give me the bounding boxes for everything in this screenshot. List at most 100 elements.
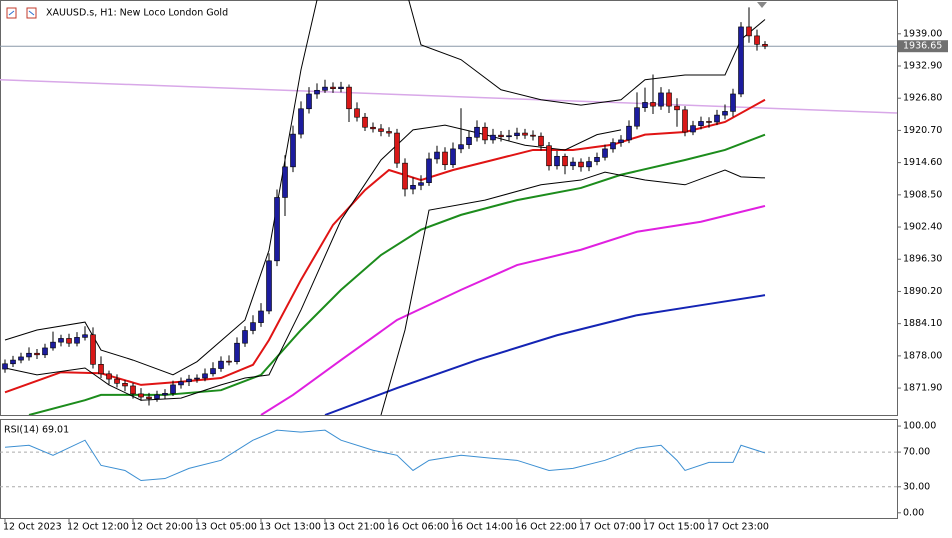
rsi-tick-label: 0.00 bbox=[903, 507, 924, 518]
candle-body bbox=[594, 157, 600, 162]
candle-body bbox=[10, 359, 16, 365]
candle-body bbox=[658, 92, 664, 107]
candle-body bbox=[602, 148, 608, 158]
candle-body bbox=[738, 26, 744, 95]
rsi-pane bbox=[0, 419, 898, 519]
candle-body bbox=[410, 185, 416, 190]
candle-body bbox=[690, 125, 696, 133]
candle-body bbox=[130, 385, 136, 395]
y-tick-label: 1920.70 bbox=[903, 125, 942, 136]
candle-body bbox=[754, 35, 760, 45]
candle-body bbox=[586, 161, 592, 168]
candle-body bbox=[66, 338, 72, 344]
candle-body bbox=[90, 334, 96, 365]
candle-body bbox=[290, 133, 296, 168]
candle-body bbox=[458, 144, 464, 150]
candle-body bbox=[218, 360, 224, 369]
candle-body bbox=[762, 44, 768, 47]
candle-body bbox=[730, 93, 736, 112]
y-tick-label: 1896.30 bbox=[903, 254, 942, 265]
candle-body bbox=[242, 330, 248, 344]
candle-body bbox=[250, 322, 256, 331]
candle-body bbox=[34, 352, 40, 356]
rsi-tick-label: 100.00 bbox=[903, 421, 936, 432]
candle-body bbox=[378, 128, 384, 132]
candle-body bbox=[674, 105, 680, 111]
x-tick-label: 13 Oct 13:00 bbox=[259, 522, 321, 533]
candle-body bbox=[322, 86, 328, 91]
candle-body bbox=[626, 125, 632, 141]
x-tick-label: 12 Oct 12:00 bbox=[67, 522, 129, 533]
candle-body bbox=[682, 109, 688, 133]
x-tick-label: 17 Oct 07:00 bbox=[579, 522, 641, 533]
candle-body bbox=[530, 134, 536, 137]
x-tick-label: 17 Oct 23:00 bbox=[707, 522, 769, 533]
candle-body bbox=[666, 92, 672, 107]
candle-body bbox=[522, 132, 528, 136]
candle-body bbox=[498, 134, 504, 138]
candle-body bbox=[194, 377, 200, 380]
axes: 1939.00 1932.90 1926.80 1920.70 1914.60 1908.… bbox=[3, 28, 948, 533]
x-tick-label: 12 Oct 2023 bbox=[3, 522, 62, 533]
candle-body bbox=[18, 356, 24, 361]
symbol-icons bbox=[6, 7, 37, 19]
candle-body bbox=[154, 394, 160, 399]
candle-body bbox=[370, 126, 376, 130]
candle-body bbox=[42, 347, 48, 356]
indicator-line bbox=[260, 204, 766, 415]
shift-marker bbox=[757, 2, 767, 8]
current-price-box bbox=[898, 40, 948, 53]
candle-body bbox=[346, 86, 352, 110]
candle-body bbox=[698, 121, 704, 126]
candle-body bbox=[2, 363, 8, 370]
y-tick-label: 1902.40 bbox=[903, 222, 942, 233]
chart-title: XAUUSD.s, H1: New Loco London Gold bbox=[46, 8, 228, 19]
candle-body bbox=[282, 166, 288, 198]
candle-body bbox=[474, 126, 480, 138]
y-tick-label: 1926.80 bbox=[903, 93, 942, 104]
main-pane bbox=[0, 0, 898, 416]
x-tick-label: 16 Oct 06:00 bbox=[387, 522, 449, 533]
candle-body bbox=[114, 378, 120, 384]
candle-body bbox=[122, 383, 128, 387]
candle-body bbox=[578, 161, 584, 168]
candle-body bbox=[714, 114, 720, 123]
y-tick-label: 1884.10 bbox=[903, 318, 942, 329]
candle-body bbox=[722, 111, 728, 116]
candle-body bbox=[354, 108, 360, 118]
candle-body bbox=[202, 373, 208, 379]
candle-body bbox=[546, 145, 552, 167]
candle-body bbox=[610, 142, 616, 150]
candle-body bbox=[258, 310, 264, 323]
y-tick-label: 1878.00 bbox=[903, 350, 942, 361]
rsi-tick-label: 30.00 bbox=[903, 481, 930, 492]
trendline bbox=[0, 78, 897, 114]
candle-body bbox=[50, 341, 56, 349]
candle-body bbox=[394, 132, 400, 164]
indicator-line bbox=[4, 0, 766, 376]
candle-body bbox=[466, 136, 472, 145]
x-tick-label: 12 Oct 20:00 bbox=[131, 522, 193, 533]
candle-body bbox=[306, 93, 312, 110]
y-tick-label: 1908.50 bbox=[903, 189, 942, 200]
rsi-line bbox=[4, 429, 766, 482]
candle-body bbox=[234, 342, 240, 362]
indicator-line bbox=[324, 294, 766, 415]
candle-body bbox=[170, 384, 176, 394]
candle-body bbox=[274, 197, 280, 262]
candle-body bbox=[450, 148, 456, 166]
indicator-line bbox=[380, 169, 766, 415]
y-tick-label: 1932.90 bbox=[903, 60, 942, 71]
candle-body bbox=[314, 89, 320, 95]
candle-body bbox=[402, 162, 408, 190]
candle-body bbox=[74, 337, 80, 344]
rsi-label: RSI(14) 69.01 bbox=[4, 425, 69, 436]
candle-body bbox=[634, 107, 640, 127]
candle-body bbox=[706, 121, 712, 123]
candle-body bbox=[186, 378, 192, 383]
candle-body bbox=[426, 158, 432, 183]
candle-body bbox=[266, 260, 272, 312]
y-tick-label: 1939.00 bbox=[903, 28, 942, 39]
candle-body bbox=[330, 86, 336, 90]
candle-body bbox=[298, 108, 304, 135]
